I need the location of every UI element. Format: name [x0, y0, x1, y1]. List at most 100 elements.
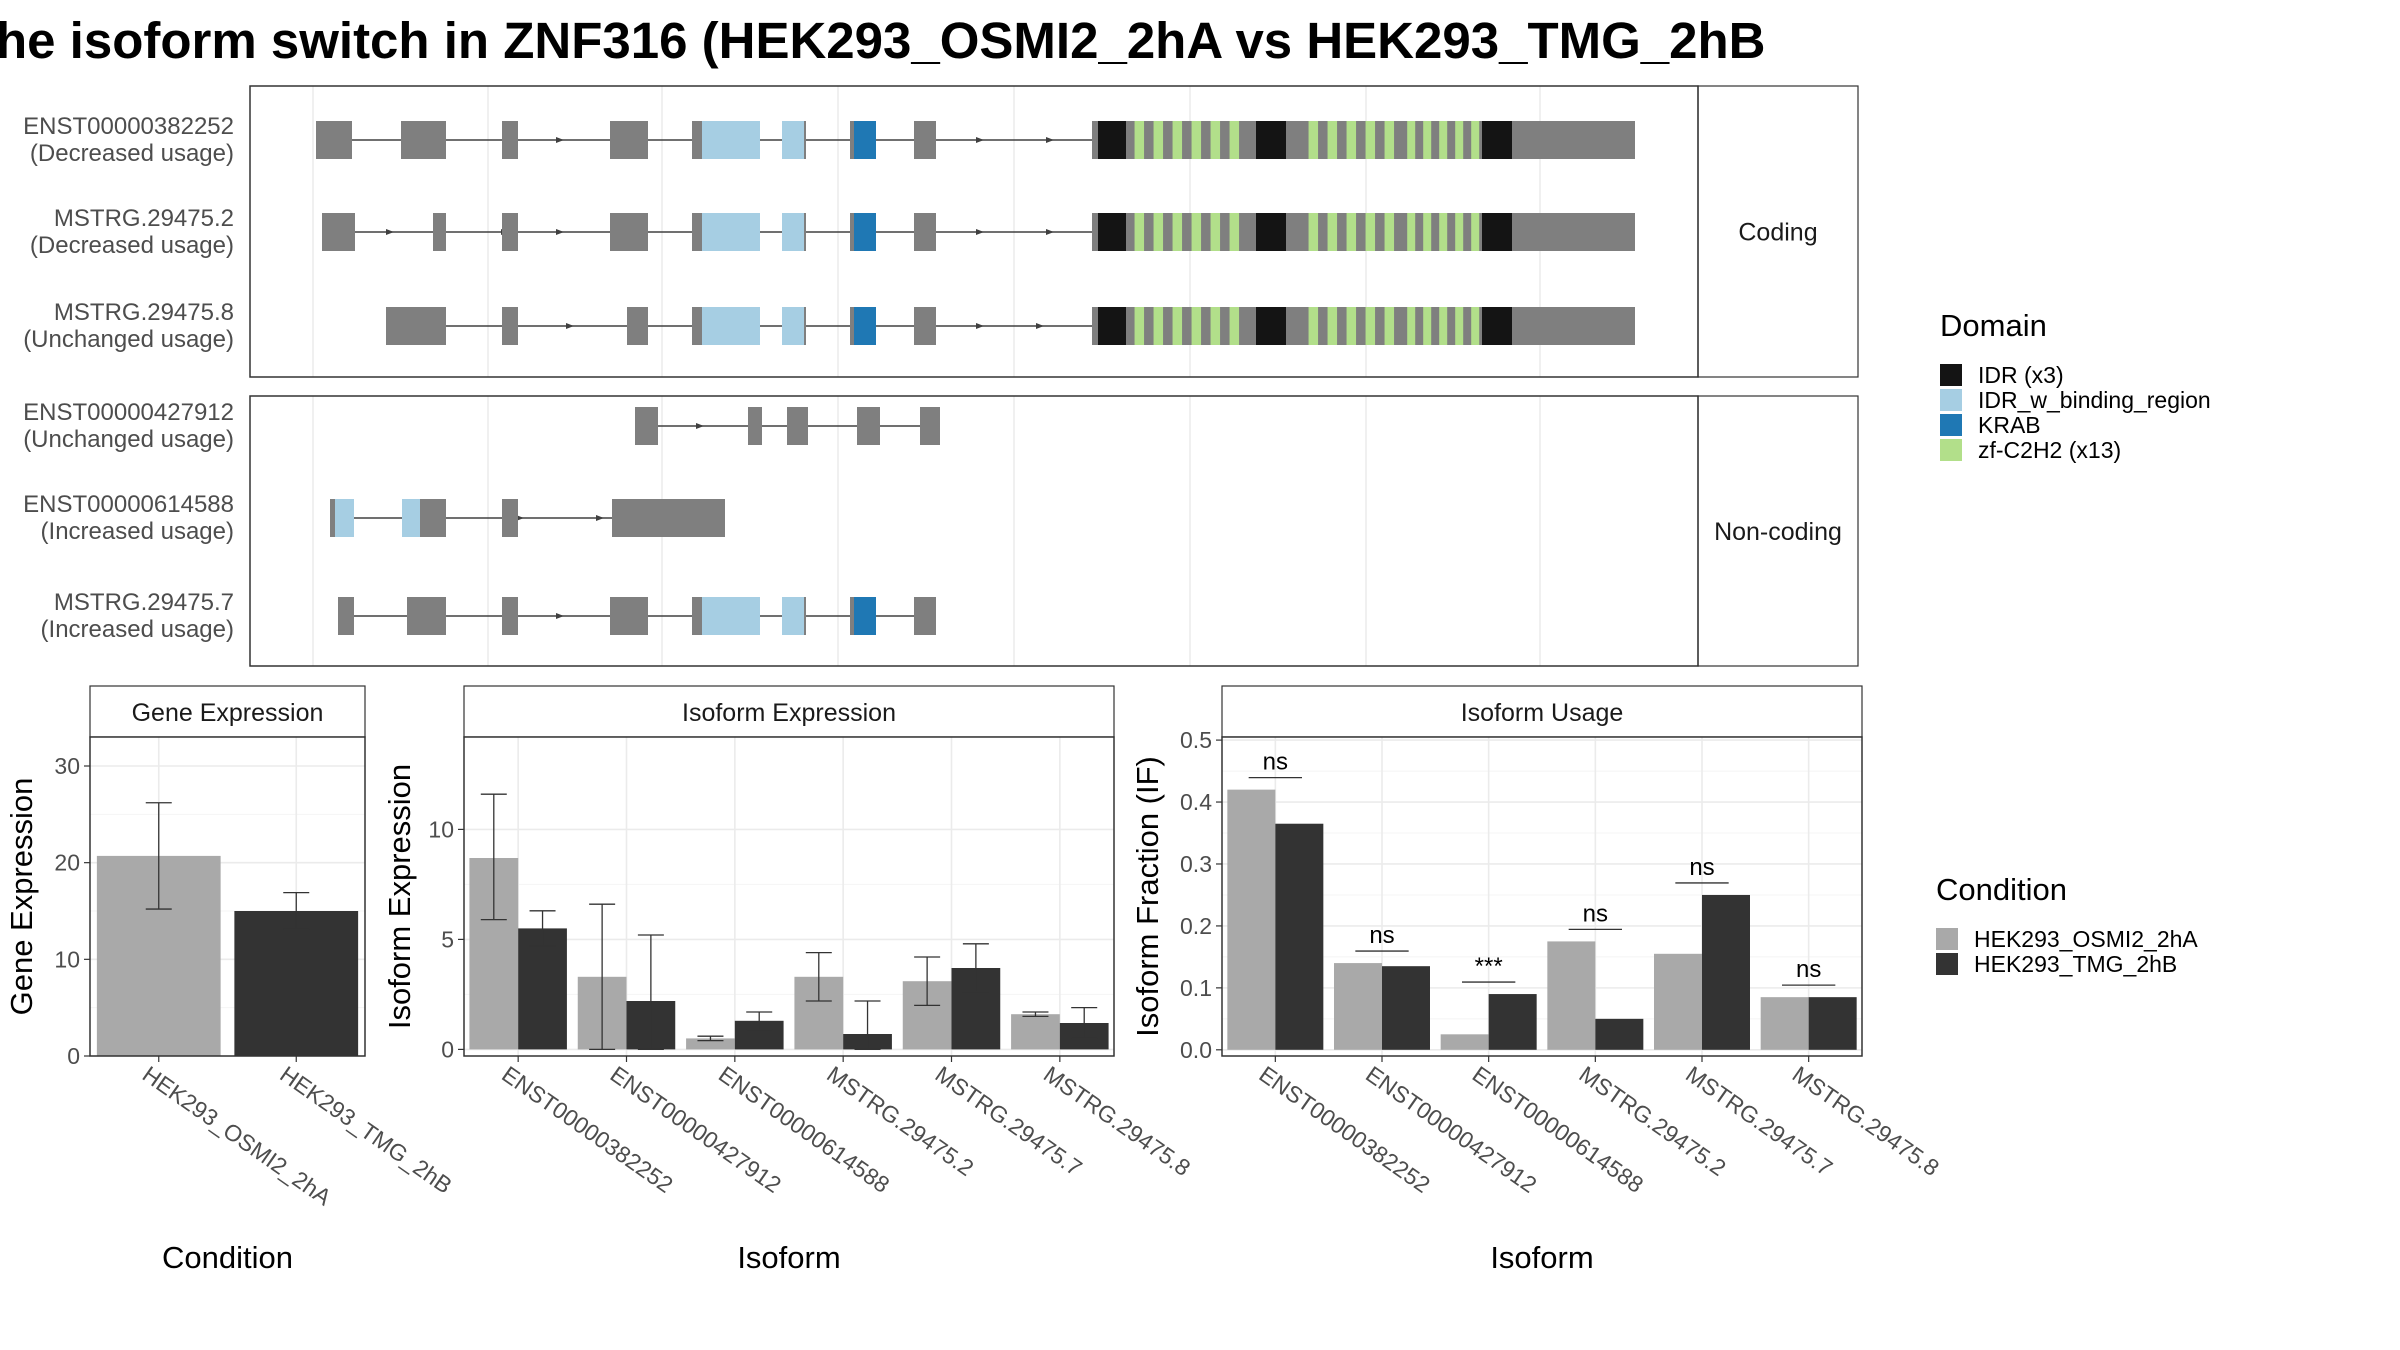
- exon-block-3: [610, 597, 648, 635]
- exon-block-23: [1384, 307, 1395, 345]
- transcript-usage-label: (Unchanged usage): [23, 326, 234, 353]
- exon-block-22: [1365, 307, 1376, 345]
- exon-block-27: [1439, 121, 1448, 159]
- chart-title: Isoform Expression: [682, 699, 896, 727]
- bar-ENST00000614588-0: [686, 1038, 735, 1050]
- chart-panel: [1222, 737, 1862, 1056]
- chart-2: Isoform Expression0510ENST00000382252ENS…: [382, 685, 1195, 1275]
- x-axis-title: Isoform: [737, 1240, 840, 1275]
- exon-block-27: [1439, 213, 1448, 251]
- y-tick-label-3: 30: [54, 753, 80, 779]
- y-tick-label-1: 5: [441, 926, 454, 952]
- domain-legend-swatch-3: [1940, 439, 1962, 461]
- exon-block-29: [1471, 213, 1480, 251]
- exon-block-20: [1327, 307, 1338, 345]
- panel-border: [249, 85, 1699, 378]
- transcript-label: MSTRG.29475.8: [54, 299, 234, 326]
- exon-block-25: [1407, 213, 1416, 251]
- transcript-label: ENST00000614588: [23, 491, 234, 518]
- panel-strip: [1697, 395, 1859, 667]
- x-tick-label-1: ENST00000427912: [1361, 1061, 1541, 1198]
- transcript-usage-label: (Decreased usage): [30, 232, 234, 259]
- exon-block-20: [1308, 121, 1319, 159]
- exon-block-21: [1346, 307, 1357, 345]
- y-tick-label-0: 0: [67, 1043, 80, 1069]
- x-tick-label-2: ENST00000614588: [1468, 1061, 1648, 1198]
- bar-ENST00000382252-1: [518, 928, 567, 1050]
- bar-ENST00000614588-1: [1488, 994, 1537, 1050]
- exon-block-10: [914, 213, 936, 251]
- direction-arrow-2: [1036, 323, 1044, 329]
- exon-block-3: [402, 499, 420, 537]
- chart-strip: [1221, 685, 1863, 738]
- exon-block-1: [335, 499, 354, 537]
- exon-block-5: [782, 307, 806, 345]
- domain-legend-label-2: KRAB: [1978, 412, 2041, 438]
- exon-block-7: [804, 121, 806, 159]
- exon-block-15: [1191, 307, 1202, 345]
- x-axis-title: Isoform: [1490, 1240, 1593, 1275]
- transcript-usage-label: (Decreased usage): [30, 140, 234, 167]
- exon-block-15: [1172, 213, 1183, 251]
- exon-block-11: [1098, 307, 1126, 345]
- exon-block-17: [1210, 213, 1221, 251]
- bar-HEK293_TMG_2hB-single: [234, 911, 359, 1056]
- exon-block-5: [702, 213, 760, 251]
- x-axis-title: Condition: [162, 1240, 293, 1275]
- y-tick-label-2: 20: [54, 850, 80, 876]
- condition-legend-swatch-0: [1936, 928, 1958, 950]
- chart-strip: [89, 685, 366, 738]
- exon-block-5: [702, 121, 760, 159]
- transcript-MSTRG.29475.7: MSTRG.29475.7(Increased usage): [41, 589, 936, 643]
- chart-strip: [463, 685, 1115, 738]
- y-tick-label-0: 0: [441, 1036, 454, 1062]
- exon-block-3: [610, 213, 648, 251]
- exon-block-24: [1384, 121, 1395, 159]
- exon-block-21: [1327, 121, 1338, 159]
- direction-arrow-1: [976, 137, 984, 143]
- direction-arrow-0: [556, 137, 564, 143]
- direction-arrow-1: [556, 613, 564, 619]
- exon-block-14: [1153, 213, 1164, 251]
- exon-block-16: [1191, 213, 1202, 251]
- y-axis-title: Isoform Fraction (IF): [1130, 756, 1165, 1037]
- direction-arrow-3: [976, 229, 984, 235]
- exon-block-26: [1439, 307, 1448, 345]
- bar-MSTRG.29475.8-0: [1760, 997, 1809, 1050]
- exon-block-12: [1134, 307, 1145, 345]
- bar-ENST00000427912-0: [1334, 963, 1382, 1050]
- exon-block-23: [1365, 213, 1376, 251]
- domain-legend-title: Domain: [1940, 308, 2047, 343]
- y-tick-label-2: 10: [428, 816, 454, 842]
- exon-block-0: [338, 597, 354, 635]
- exon-block-1: [502, 307, 518, 345]
- direction-arrow-1: [976, 323, 984, 329]
- exon-block-3: [857, 407, 880, 445]
- significance-label-0: ns: [1263, 749, 1288, 776]
- y-axis-title: Gene Expression: [4, 778, 39, 1016]
- y-tick-label-2: 0.2: [1180, 913, 1212, 939]
- exon-block-6: [782, 121, 806, 159]
- transcript-ENST00000382252: ENST00000382252(Decreased usage): [23, 113, 1635, 167]
- exon-block-31: [1512, 213, 1635, 251]
- exon-block-26: [1423, 213, 1432, 251]
- exon-block-1: [748, 407, 762, 445]
- significance-label-5: ns: [1796, 956, 1821, 983]
- chart-border: [1221, 736, 1863, 1057]
- exon-block-17: [1229, 307, 1240, 345]
- exon-block-27: [1455, 307, 1464, 345]
- panel-border: [249, 395, 1699, 667]
- exon-block-15: [1172, 121, 1183, 159]
- panel-strip-label: Non-coding: [1714, 518, 1842, 546]
- exon-block-29: [1482, 307, 1512, 345]
- significance-label-2: ***: [1475, 953, 1503, 980]
- exon-block-0: [316, 121, 352, 159]
- exon-block-13: [1134, 121, 1145, 159]
- transcript-ENST00000614588: ENST00000614588(Increased usage): [23, 491, 725, 545]
- panel-strip: [1697, 85, 1859, 378]
- direction-arrow-0: [386, 229, 394, 235]
- exon-block-18: [1256, 307, 1286, 345]
- transcript-usage-label: (Increased usage): [41, 518, 234, 545]
- exon-block-1: [407, 597, 446, 635]
- bar-ENST00000382252-1: [1275, 823, 1324, 1050]
